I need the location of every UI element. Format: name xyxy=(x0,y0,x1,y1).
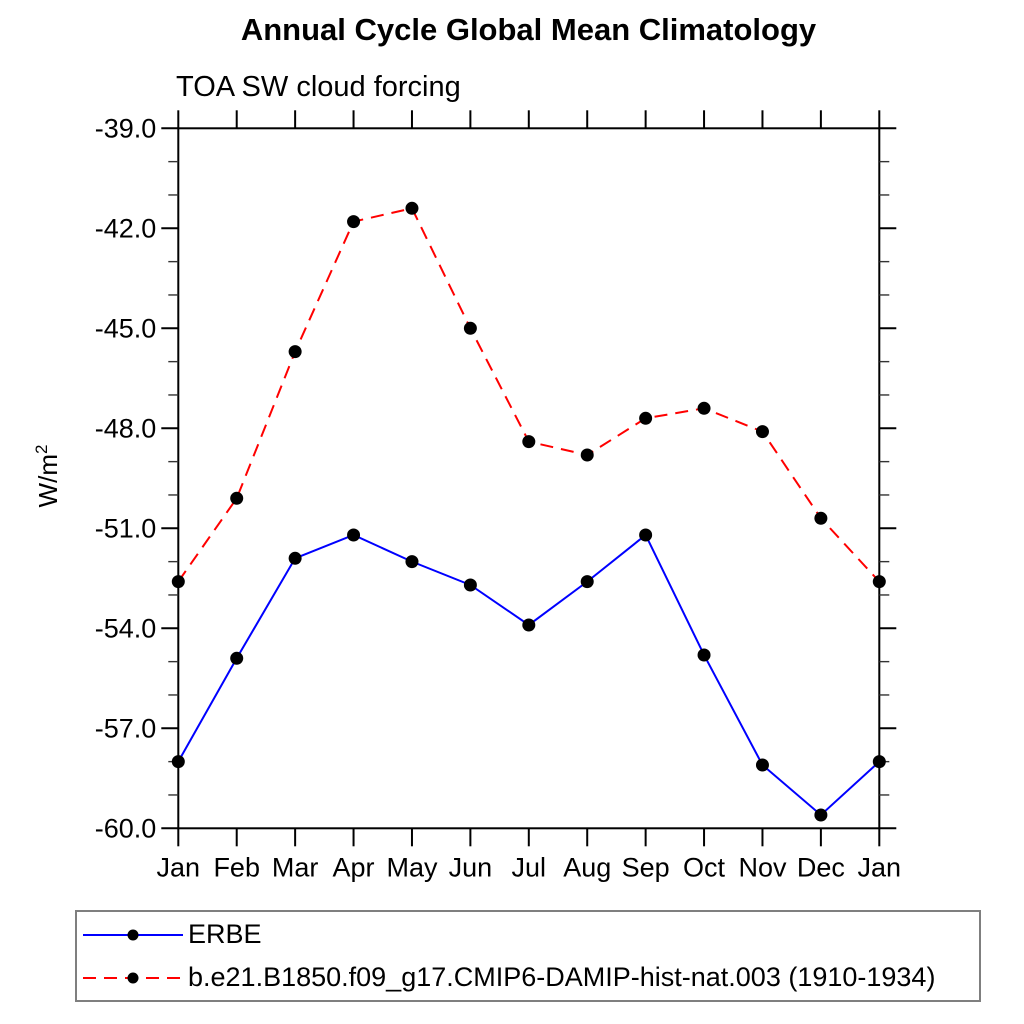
x-tick-label: Jan xyxy=(157,852,201,882)
legend-marker-dot xyxy=(127,929,139,940)
y-tick-label: -39.0 xyxy=(95,113,157,143)
data-point xyxy=(814,808,828,822)
series-line xyxy=(177,533,880,817)
y-tick-label: -45.0 xyxy=(95,313,157,343)
data-point xyxy=(872,755,886,769)
y-tick-label: -54.0 xyxy=(95,613,157,643)
legend-box: ERBE b.e21.B1850.f09_g17.CMIP6-DAMIP-his… xyxy=(75,910,981,1002)
legend-label-erbe: ERBE xyxy=(188,919,262,949)
series-line xyxy=(177,207,881,583)
legend-label-model: b.e21.B1850.f09_g17.CMIP6-DAMIP-hist-nat… xyxy=(188,962,936,992)
data-point xyxy=(639,411,653,425)
x-axis: Jan Feb Mar Apr May Jun Jul Aug Sep Oct Nov Dec Jan xyxy=(157,110,902,882)
data-point xyxy=(347,528,361,542)
y-tick-label: -57.0 xyxy=(95,713,157,743)
data-point xyxy=(580,575,594,589)
data-point xyxy=(288,345,302,359)
legend-item-model: b.e21.B1850.f09_g17.CMIP6-DAMIP-hist-nat… xyxy=(81,956,979,999)
y-tick-label: -51.0 xyxy=(95,513,157,543)
y-tick-label: -60.0 xyxy=(95,813,157,843)
data-point xyxy=(463,578,477,592)
data-point xyxy=(639,528,653,542)
y-axis: -39.0 -42.0 -45.0 -48.0 -51.0 -54.0 -57.0 -60.0 xyxy=(95,113,897,843)
x-tick-label: Feb xyxy=(213,852,260,882)
x-tick-label: Jun xyxy=(449,852,493,882)
x-tick-label: Oct xyxy=(683,852,726,882)
data-point xyxy=(171,575,185,589)
data-point xyxy=(755,758,769,772)
data-point xyxy=(872,575,886,589)
data-point xyxy=(814,511,828,525)
y-tick-label: -42.0 xyxy=(95,213,157,243)
data-point xyxy=(580,448,594,462)
data-point xyxy=(171,755,185,769)
data-point xyxy=(405,201,419,215)
x-tick-label: May xyxy=(386,852,438,882)
x-tick-label: Mar xyxy=(272,852,319,882)
legend-item-erbe: ERBE xyxy=(81,913,979,956)
chart-subtitle: TOA SW cloud forcing xyxy=(176,71,461,103)
data-point xyxy=(288,551,302,565)
data-point xyxy=(697,401,711,415)
legend-line-sample-solid xyxy=(83,929,183,940)
data-point xyxy=(755,425,769,439)
data-point xyxy=(347,215,361,229)
x-tick-label: Nov xyxy=(738,852,787,882)
legend-marker-dot xyxy=(127,972,139,983)
x-tick-label: Dec xyxy=(797,852,845,882)
data-point xyxy=(405,555,419,569)
x-tick-label: Jan xyxy=(858,852,902,882)
data-point xyxy=(463,321,477,335)
data-point xyxy=(522,435,536,449)
chart-title: Annual Cycle Global Mean Climatology xyxy=(240,12,817,47)
x-tick-label: Sep xyxy=(622,852,670,882)
x-tick-label: Aug xyxy=(563,852,611,882)
legend-line-sample-dashed xyxy=(83,972,183,983)
plot-frame xyxy=(177,127,881,830)
series-model xyxy=(171,201,886,589)
y-tick-label: -48.0 xyxy=(95,413,157,443)
data-point xyxy=(230,651,244,665)
series-erbe xyxy=(171,528,886,822)
x-tick-label: Jul xyxy=(512,852,547,882)
data-point xyxy=(697,648,711,662)
data-point xyxy=(230,491,244,505)
data-point xyxy=(522,618,536,632)
x-tick-label: Apr xyxy=(333,852,375,882)
